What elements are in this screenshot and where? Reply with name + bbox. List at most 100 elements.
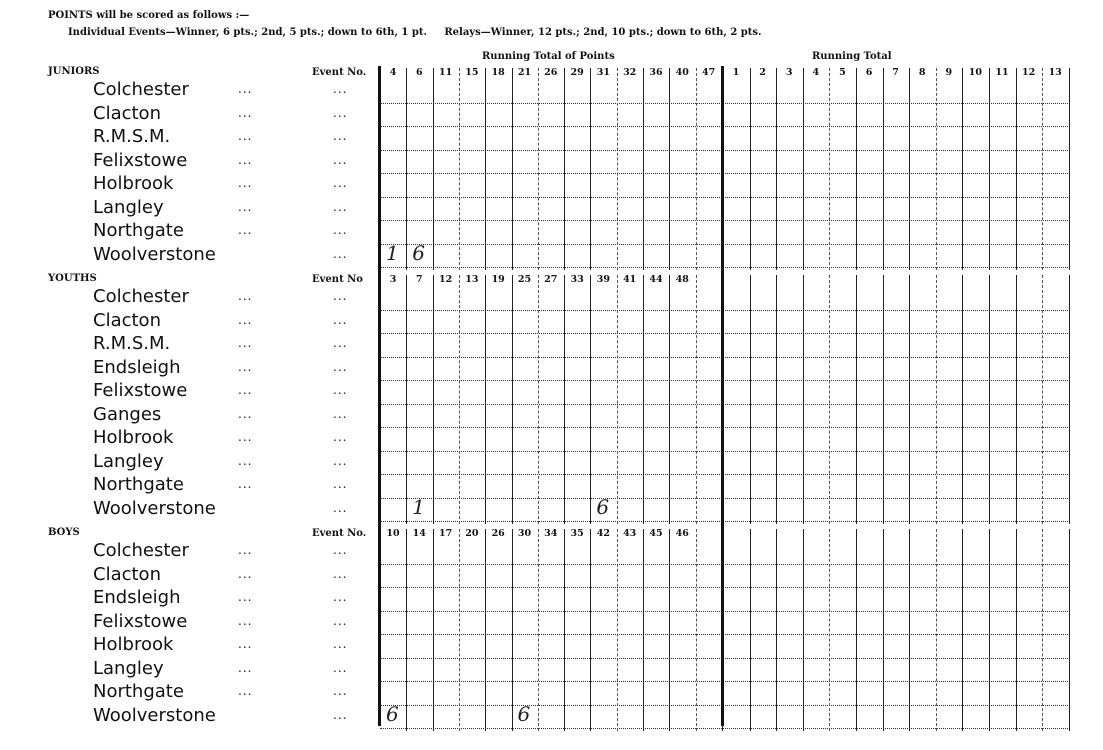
event-number: 13 xyxy=(465,274,479,285)
leader-dots: ... xyxy=(333,543,348,557)
team-name: Ganges xyxy=(93,403,162,425)
team-name: Langley xyxy=(93,657,164,679)
leader-dots: ... xyxy=(333,199,348,214)
event-number: 12 xyxy=(438,274,453,285)
leader-dots: ... xyxy=(333,500,348,515)
event-number: 34 xyxy=(544,528,558,539)
event-no-label: Event No xyxy=(312,274,363,285)
column-rule xyxy=(406,529,408,731)
column-rule xyxy=(537,529,539,731)
column-rule xyxy=(537,275,539,524)
team-name: Endsleigh xyxy=(93,587,181,608)
team-name: Woolverstone xyxy=(93,704,216,726)
event-number: 45 xyxy=(649,528,663,539)
column-rule xyxy=(458,275,460,524)
row-rule xyxy=(380,243,1068,245)
team-name: Endsleigh xyxy=(93,356,181,378)
leader-dots: ... xyxy=(333,684,348,698)
leader-dots: ... xyxy=(333,359,348,374)
center-divider xyxy=(721,66,724,726)
leader-dots: ... xyxy=(333,223,348,237)
leader-dots: ... xyxy=(238,453,253,468)
row-rule xyxy=(380,220,1068,221)
team-name: Holbrook xyxy=(93,634,174,655)
row-rule xyxy=(380,587,1068,588)
leader-dots: ... xyxy=(238,129,253,143)
leader-dots: ... xyxy=(333,105,348,120)
column-rule xyxy=(935,529,937,731)
column-rule xyxy=(564,529,566,731)
leader-dots: ... xyxy=(333,82,348,96)
column-rule xyxy=(643,68,644,270)
leader-dots: ... xyxy=(333,453,348,468)
section-label: YOUTHS xyxy=(48,273,97,284)
leader-dots: ... xyxy=(333,430,348,444)
column-rule xyxy=(935,275,937,524)
column-rule xyxy=(511,275,513,524)
running-total-column-number: 13 xyxy=(1048,67,1062,78)
column-rule xyxy=(537,68,539,270)
team-name: Langley xyxy=(93,450,164,472)
leader-dots: ... xyxy=(333,176,348,190)
column-rule xyxy=(616,529,618,731)
leader-dots: ... xyxy=(238,176,253,190)
row-rule xyxy=(380,380,1068,381)
column-rule xyxy=(989,275,990,524)
running-total-column-number: 9 xyxy=(945,67,953,78)
event-number: 27 xyxy=(544,274,558,285)
column-rule xyxy=(829,275,831,524)
column-rule xyxy=(882,529,884,731)
leader-dots: ... xyxy=(333,383,348,397)
row-rule xyxy=(380,610,1068,612)
column-rule xyxy=(458,529,460,731)
handwritten-score: 6 xyxy=(596,494,610,519)
column-rule xyxy=(909,529,911,731)
event-number: 7 xyxy=(415,274,423,285)
column-rule xyxy=(749,275,751,524)
running-total-column-number: 8 xyxy=(918,67,926,78)
team-name: Colchester xyxy=(93,79,189,100)
column-rule xyxy=(669,275,671,524)
leader-dots: ... xyxy=(238,477,253,491)
column-rule xyxy=(590,529,592,731)
column-rule xyxy=(485,68,487,270)
column-rule xyxy=(511,68,513,270)
leader-dots: ... xyxy=(333,660,348,675)
row-rule xyxy=(380,450,1068,452)
handwritten-score: 6 xyxy=(517,701,531,726)
row-rule xyxy=(380,657,1068,659)
running-total-column-number: 5 xyxy=(839,67,846,78)
column-rule xyxy=(1068,275,1070,524)
running-total-column-number: 12 xyxy=(1021,67,1036,78)
event-number: 19 xyxy=(491,274,505,285)
column-rule xyxy=(989,68,990,270)
event-number: 4 xyxy=(389,67,397,78)
column-rule xyxy=(406,68,408,270)
column-rule xyxy=(1068,68,1070,270)
handwritten-score: 1 xyxy=(412,494,426,519)
column-rule xyxy=(1068,529,1070,731)
event-number: 40 xyxy=(675,67,689,78)
team-name: Northgate xyxy=(93,220,184,241)
section-label: BOYS xyxy=(48,527,80,538)
leader-dots: ... xyxy=(333,566,348,581)
team-name: Woolverstone xyxy=(93,497,216,519)
leader-dots: ... xyxy=(238,152,253,167)
team-name: Holbrook xyxy=(93,173,174,194)
event-number: 11 xyxy=(438,67,453,78)
event-number: 30 xyxy=(517,528,532,539)
running-total-column-number: 4 xyxy=(812,67,820,78)
event-number: 3 xyxy=(389,274,397,285)
leader-dots: ... xyxy=(238,406,253,421)
column-rule xyxy=(776,68,778,270)
column-rule xyxy=(432,68,434,270)
column-rule xyxy=(989,529,990,731)
running-total-points-heading: Running Total of Points xyxy=(482,51,615,62)
running-total-column-number: 7 xyxy=(892,67,899,78)
team-name: Felixstowe xyxy=(93,149,188,171)
row-rule xyxy=(380,634,1068,635)
column-rule xyxy=(962,68,964,270)
column-rule xyxy=(856,68,857,270)
leader-dots: ... xyxy=(333,613,348,628)
row-rule xyxy=(380,333,1068,334)
